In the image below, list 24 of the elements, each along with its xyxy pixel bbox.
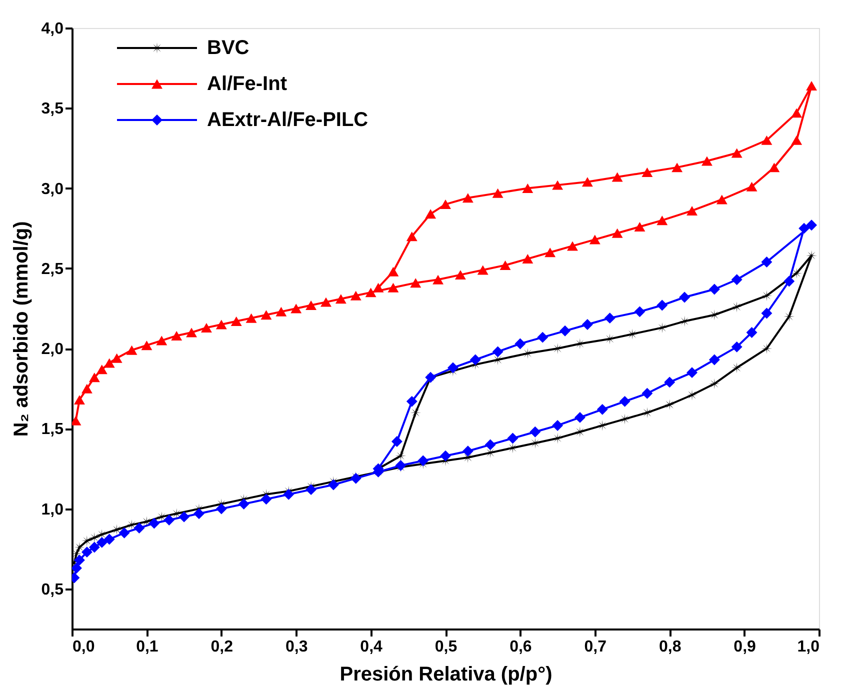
y-tick-label: 1,5 xyxy=(41,421,64,438)
y-tick-label: 4,0 xyxy=(41,20,64,38)
y-tick-label: 2,5 xyxy=(41,260,64,278)
x-tick-label: 0,0 xyxy=(72,638,95,656)
y-tick-label: 3,0 xyxy=(41,180,64,198)
y-tick-label: 0,5 xyxy=(41,581,64,598)
legend-label: BVC xyxy=(207,37,250,59)
x-tick-label: 0,8 xyxy=(658,638,682,656)
x-tick-label: 0,2 xyxy=(210,638,234,656)
x-tick-label: 0,9 xyxy=(734,638,756,656)
y-tick-label: 3,5 xyxy=(41,100,64,118)
x-tick-label: 0,3 xyxy=(285,638,308,656)
x-tick-label: 0,4 xyxy=(360,638,383,656)
x-tick-label: 0,5 xyxy=(434,638,458,656)
x-axis-title: Presión Relativa (p/p°) xyxy=(340,664,552,686)
legend-label: AExtr-Al/Fe-PILC xyxy=(207,109,368,131)
y-tick-label: 2,0 xyxy=(41,341,64,358)
y-axis-title: N₂ adsorbido (mmol/g) xyxy=(10,221,32,437)
x-tick-label: 0,6 xyxy=(510,638,532,656)
y-tick-label: 1,0 xyxy=(41,501,64,518)
x-tick-label: 0,7 xyxy=(584,638,607,656)
legend-label: Al/Fe-Int xyxy=(207,73,288,95)
x-tick-label: 0,1 xyxy=(136,638,158,656)
x-tick-label: 1,0 xyxy=(797,638,820,656)
